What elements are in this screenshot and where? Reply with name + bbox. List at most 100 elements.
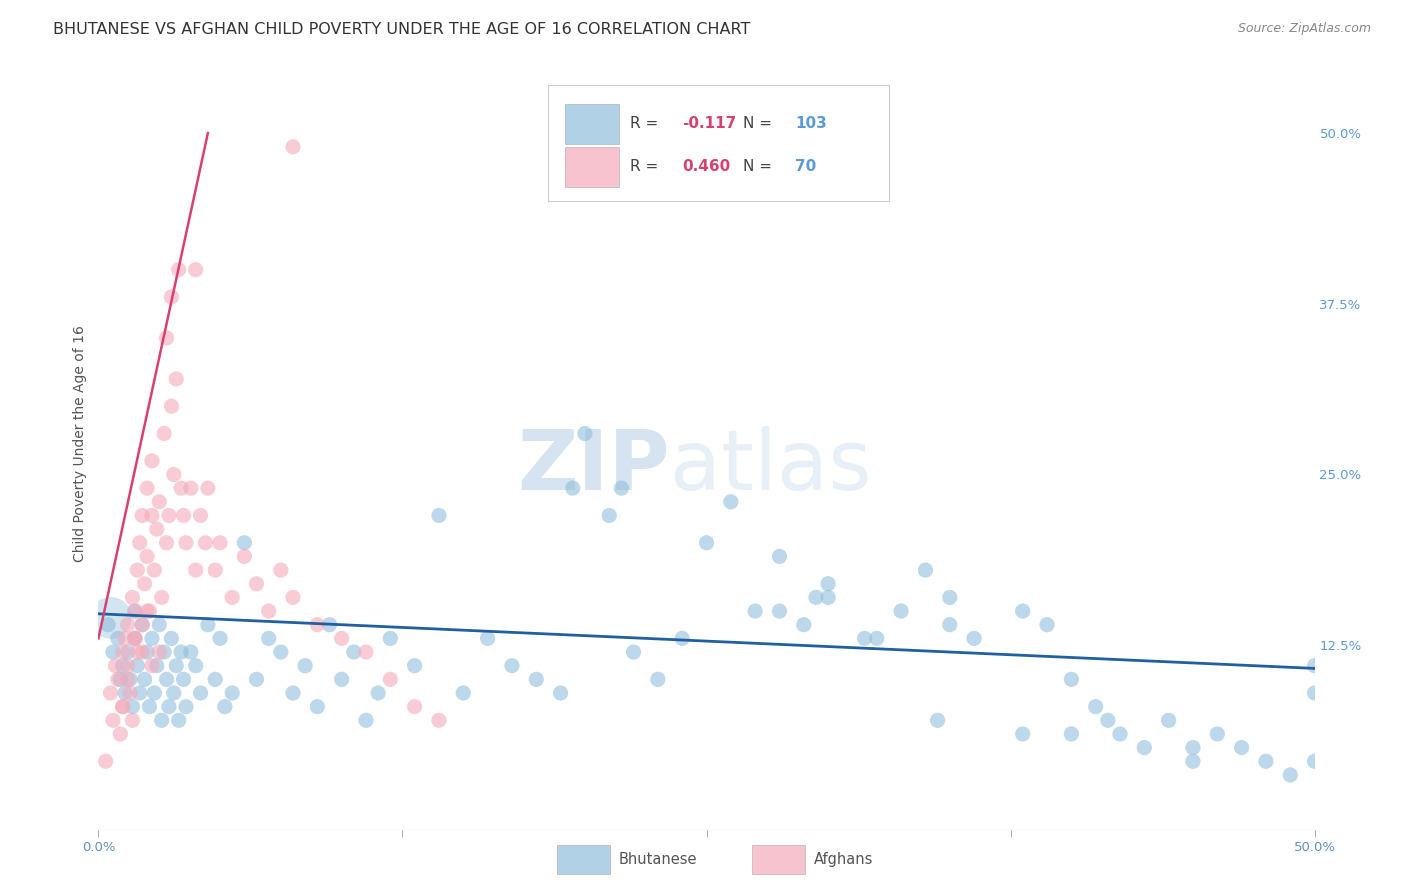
Point <box>121 699 143 714</box>
Point <box>146 658 169 673</box>
Point <box>127 658 149 673</box>
Point <box>141 454 163 468</box>
Point <box>118 686 141 700</box>
Point <box>163 467 186 482</box>
Point <box>1011 604 1033 618</box>
Point <box>117 658 139 673</box>
Point <box>307 617 329 632</box>
Point <box>1206 727 1229 741</box>
Point <box>204 673 226 687</box>
Point <box>890 604 912 618</box>
Point <box>131 617 153 632</box>
Point <box>1182 754 1205 768</box>
Point <box>160 632 183 646</box>
Point <box>744 604 766 618</box>
Point <box>155 331 177 345</box>
Point <box>110 673 132 687</box>
Point <box>165 372 187 386</box>
Text: R =: R = <box>630 116 664 131</box>
Text: BHUTANESE VS AFGHAN CHILD POVERTY UNDER THE AGE OF 16 CORRELATION CHART: BHUTANESE VS AFGHAN CHILD POVERTY UNDER … <box>53 22 751 37</box>
Point <box>184 262 207 277</box>
Point <box>104 658 127 673</box>
Point <box>204 563 226 577</box>
Point <box>111 645 134 659</box>
Point <box>107 673 129 687</box>
Point <box>111 699 134 714</box>
Point <box>804 591 827 605</box>
Point <box>117 673 139 687</box>
Point <box>190 508 212 523</box>
Point <box>307 699 329 714</box>
Point <box>1084 699 1107 714</box>
Point <box>121 714 143 728</box>
Point <box>184 563 207 577</box>
Point <box>1036 617 1059 632</box>
Point <box>97 617 120 632</box>
Point <box>671 632 693 646</box>
Point <box>143 686 166 700</box>
Point <box>1133 740 1156 755</box>
Point <box>343 645 366 659</box>
Point <box>281 686 304 700</box>
Point <box>574 426 596 441</box>
Point <box>561 481 583 495</box>
FancyBboxPatch shape <box>557 845 610 874</box>
Point <box>124 632 146 646</box>
Point <box>214 699 236 714</box>
Point <box>174 535 197 549</box>
Text: Bhutanese: Bhutanese <box>619 852 697 867</box>
Point <box>118 673 141 687</box>
Point <box>257 604 280 618</box>
Point <box>380 632 402 646</box>
Point <box>114 686 136 700</box>
Point <box>647 673 669 687</box>
FancyBboxPatch shape <box>565 146 619 186</box>
Point <box>209 632 232 646</box>
Point <box>927 714 949 728</box>
Point <box>174 699 197 714</box>
Point <box>124 604 146 618</box>
Point <box>131 617 153 632</box>
Point <box>1060 727 1083 741</box>
Point <box>194 535 217 549</box>
Point <box>696 535 718 549</box>
Point <box>550 686 572 700</box>
Point <box>170 645 193 659</box>
Point <box>184 658 207 673</box>
Point <box>354 645 377 659</box>
Point <box>146 522 169 536</box>
Point <box>270 645 292 659</box>
Point <box>270 563 292 577</box>
Point <box>221 686 243 700</box>
Point <box>148 495 170 509</box>
Point <box>197 617 219 632</box>
Point <box>610 481 633 495</box>
Point <box>330 673 353 687</box>
Point <box>134 576 156 591</box>
Point <box>853 632 876 646</box>
Point <box>100 611 122 625</box>
Point <box>1182 740 1205 755</box>
Point <box>127 645 149 659</box>
FancyBboxPatch shape <box>548 85 889 201</box>
Text: 0.460: 0.460 <box>682 160 731 174</box>
Point <box>1097 714 1119 728</box>
Point <box>128 535 150 549</box>
Point <box>939 591 962 605</box>
Point <box>136 481 159 495</box>
Point <box>138 699 160 714</box>
Point <box>477 632 499 646</box>
Text: N =: N = <box>742 160 778 174</box>
Point <box>141 508 163 523</box>
Text: -0.117: -0.117 <box>682 116 737 131</box>
Point <box>1157 714 1180 728</box>
Point <box>1303 754 1326 768</box>
Point <box>167 262 190 277</box>
Point <box>160 290 183 304</box>
Point <box>1230 740 1253 755</box>
Point <box>94 754 117 768</box>
Point <box>148 617 170 632</box>
Point <box>124 632 146 646</box>
Y-axis label: Child Poverty Under the Age of 16: Child Poverty Under the Age of 16 <box>73 326 87 562</box>
Point <box>427 714 450 728</box>
